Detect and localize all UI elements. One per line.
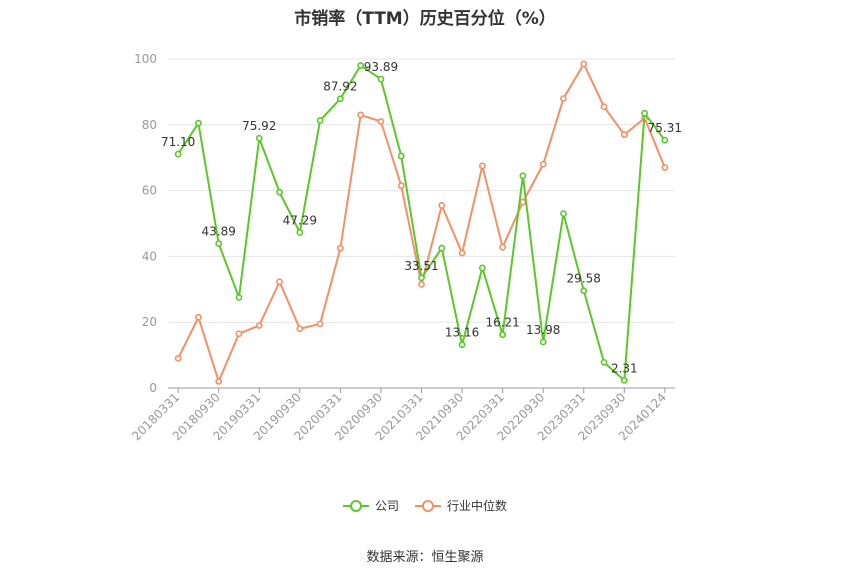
y-tick-label: 20 (142, 315, 157, 329)
data-point (580, 287, 588, 295)
data-point (661, 164, 669, 171)
series-line (177, 64, 666, 382)
data-label: 13.98 (526, 323, 560, 337)
data-label: 87.92 (323, 80, 357, 94)
data-point (458, 341, 466, 349)
data-label: 71.10 (161, 135, 195, 149)
data-point (560, 210, 567, 218)
y-tick-label: 60 (142, 184, 157, 198)
data-point (478, 162, 486, 170)
y-tick-label: 100 (134, 52, 157, 66)
data-point (539, 160, 547, 168)
y-tick-label: 0 (149, 381, 157, 395)
data-point (438, 202, 446, 209)
data-point (235, 330, 243, 338)
data-label: 75.92 (242, 119, 276, 133)
data-label: 33.51 (404, 259, 438, 273)
data-label: 16.21 (485, 316, 519, 330)
data-point (215, 240, 223, 248)
data-point (600, 103, 608, 111)
data-point (174, 354, 182, 362)
data-point (478, 264, 486, 272)
chart-title: 市销率（TTM）历史百分位（%） (294, 9, 556, 29)
data-point (174, 150, 182, 158)
data-point (195, 313, 202, 321)
data-point (235, 294, 243, 301)
data-point (620, 377, 628, 384)
data-point (499, 243, 507, 251)
data-point (255, 134, 263, 142)
legend-item-industry-median[interactable]: 行业中位数 (415, 497, 507, 514)
chart-legend: 公司 行业中位数 (0, 497, 850, 514)
data-point (418, 274, 425, 282)
data-point (458, 249, 466, 257)
data-point (336, 95, 344, 103)
data-point (215, 378, 223, 385)
legend-line-icon (415, 499, 441, 513)
data-point (519, 172, 527, 180)
data-point (195, 119, 202, 127)
data-point (560, 95, 567, 102)
data-point (276, 278, 283, 286)
data-point (316, 117, 324, 124)
data-point (296, 229, 304, 236)
data-point (316, 320, 324, 328)
data-point (357, 62, 365, 69)
data-label: 43.89 (202, 225, 236, 239)
data-point (641, 109, 648, 117)
data-label: 29.58 (567, 272, 601, 286)
data-label: 2.31 (611, 361, 638, 375)
data-label: 75.31 (648, 121, 682, 135)
data-point (600, 358, 608, 366)
data-point (661, 136, 669, 144)
data-label: 93.89 (364, 60, 398, 74)
source-note: 数据来源：恒生聚源 (366, 550, 484, 565)
data-label: 13.16 (445, 326, 479, 340)
data-point (499, 331, 507, 339)
series-line (177, 62, 666, 383)
data-point (438, 244, 446, 252)
data-point (418, 280, 425, 288)
data-point (539, 338, 547, 346)
data-point (296, 325, 304, 333)
data-label: 47.29 (283, 213, 317, 227)
legend-label-company: 公司 (374, 499, 399, 513)
data-point (276, 188, 283, 196)
data-point (357, 111, 365, 119)
data-point (255, 322, 263, 329)
data-point (397, 182, 405, 190)
data-point (377, 118, 385, 125)
data-point (336, 244, 344, 252)
data-point (580, 60, 588, 68)
data-point (397, 152, 405, 160)
y-tick-label: 80 (142, 118, 157, 132)
legend-item-company[interactable]: 公司 (342, 497, 399, 514)
y-tick-label: 40 (142, 249, 157, 263)
legend-label-industry-median: 行业中位数 (447, 499, 508, 513)
data-point (620, 131, 628, 139)
legend-line-icon (342, 499, 369, 513)
data-point (519, 198, 527, 206)
data-point (377, 75, 385, 83)
